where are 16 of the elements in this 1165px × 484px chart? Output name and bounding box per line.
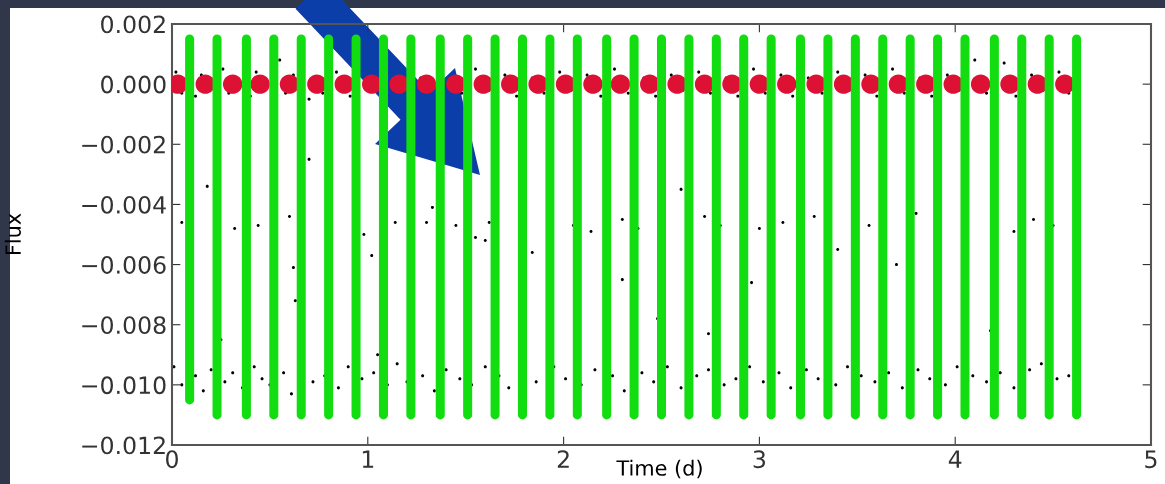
- x-tick-label: 2: [557, 450, 569, 468]
- y-tick-label: 0.002: [101, 15, 165, 34]
- y-tick-label: −0.006: [82, 256, 166, 274]
- x-axis-title: Time (d): [616, 459, 702, 479]
- x-tick-label: 1: [362, 450, 374, 468]
- x-tick-label: 4: [948, 450, 962, 468]
- y-axis-title: Flux: [4, 213, 21, 255]
- y-tick-label: −0.004: [82, 195, 166, 214]
- x-tick-label: 5: [1145, 450, 1157, 469]
- y-tick-label: −0.008: [82, 316, 166, 335]
- y-tick-label: 0.000: [101, 75, 166, 94]
- x-tick-label: 0: [166, 450, 178, 469]
- y-tick-label: −0.010: [82, 376, 166, 395]
- y-tick-label: −0.002: [82, 135, 165, 154]
- y-tick-label: −0.012: [82, 436, 165, 455]
- x-tick-label: 3: [753, 450, 766, 469]
